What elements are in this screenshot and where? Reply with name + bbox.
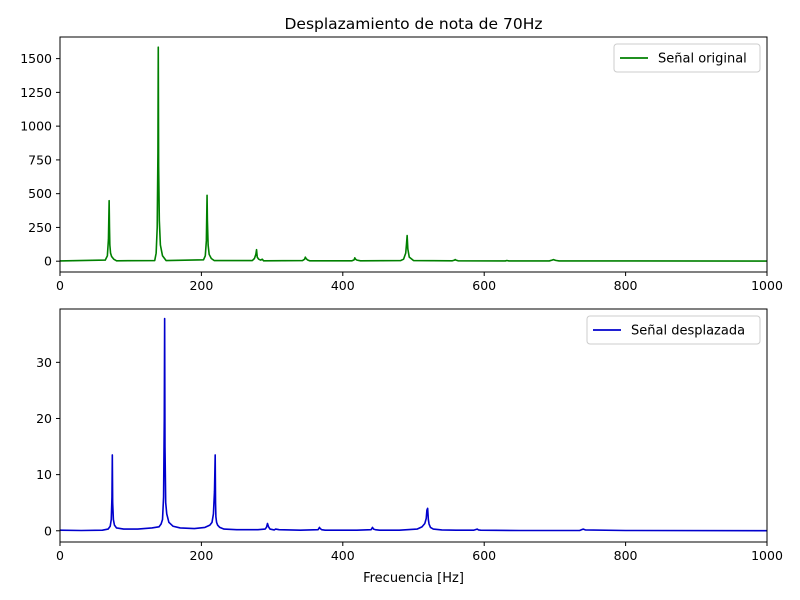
y-tick-label: 0: [44, 523, 52, 538]
legend: Señal desplazada: [586, 315, 761, 345]
legend-label: Señal original: [658, 52, 747, 67]
y-tick-label: 20: [36, 411, 52, 426]
x-tick-label: 600: [472, 278, 496, 293]
chart-title: Desplazamiento de nota de 70Hz: [284, 15, 542, 33]
y-tick-label: 1500: [20, 51, 52, 66]
x-tick-label: 1000: [751, 278, 783, 293]
x-tick-label: 400: [331, 278, 355, 293]
x-tick-label: 0: [56, 278, 64, 293]
y-tick-label: 10: [36, 467, 52, 482]
y-tick-label: 500: [28, 186, 52, 201]
x-axis-label: Frecuencia [Hz]: [363, 571, 464, 586]
x-tick-label: 600: [472, 548, 496, 563]
x-tick-label: 1000: [751, 548, 783, 563]
plot-frame: [59, 36, 768, 273]
x-tick-label: 800: [614, 548, 638, 563]
legend-label: Señal desplazada: [631, 324, 745, 339]
legend: Señal original: [613, 43, 761, 73]
x-tick-label: 200: [189, 548, 213, 563]
legend-box: [586, 315, 761, 345]
x-tick-label: 400: [331, 548, 355, 563]
bottom-chart: 0 200 400 600 800 1000 0 10 20 30 Frecuencia [Hz] S…: [36, 308, 783, 586]
y-tick-label: 1250: [20, 85, 52, 100]
y-tick-label: 1000: [20, 119, 52, 134]
top-chart: 0 200 400 600 800 1000 0 250 500 750 1000 1250 1500 D…: [20, 15, 783, 293]
x-tick-label: 800: [614, 278, 638, 293]
x-tick-label: 0: [56, 548, 64, 563]
y-tick-label: 0: [44, 254, 52, 269]
x-tick-label: 200: [189, 278, 213, 293]
y-tick-label: 30: [36, 355, 52, 370]
series-line-0-0: [60, 46, 767, 262]
y-tick-label: 250: [28, 220, 52, 235]
plot-frame: [59, 308, 768, 543]
series-line-1-0: [60, 317, 767, 532]
y-tick-label: 750: [28, 152, 52, 167]
legend-box: [613, 43, 761, 73]
